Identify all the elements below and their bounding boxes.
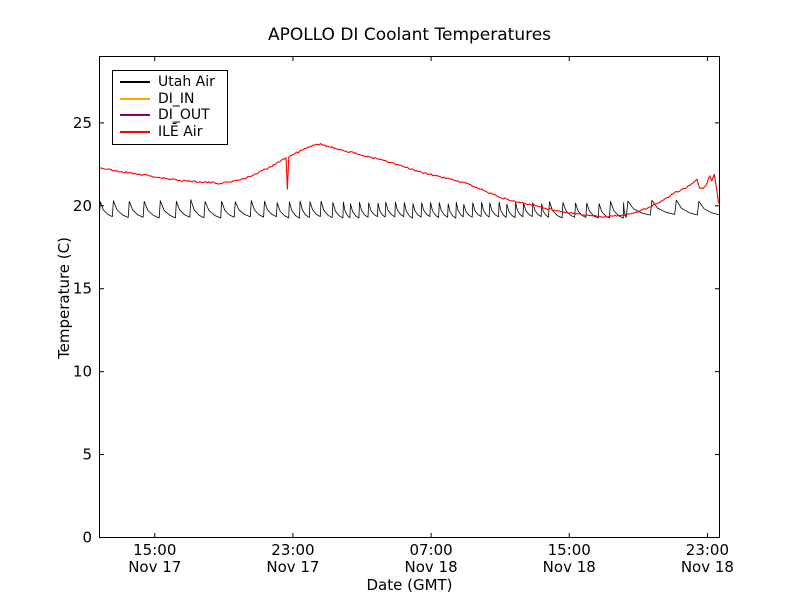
legend-label: Utah Air (158, 74, 215, 91)
legend-item-il-air: ILĒ Air (120, 124, 215, 141)
y-tick-label: 25 (73, 114, 92, 132)
chart-title: APOLLO DI Coolant Temperatures (267, 25, 552, 45)
y-tick-label: 0 (82, 529, 92, 547)
series-line-il-air (99, 143, 720, 218)
x-tick-date-label: Nov 17 (266, 558, 319, 576)
x-tick-time-label: 23:00 (271, 541, 314, 559)
axes-frame (99, 56, 720, 538)
y-tick-label: 10 (73, 363, 92, 381)
series-line-utah-air (99, 199, 720, 219)
x-tick-time-label: 15:00 (548, 541, 591, 559)
legend: Utah Air DI_IN DI_OUT ILĒ Air (112, 70, 228, 145)
legend-label: DI_OUT (158, 107, 210, 124)
x-tick-time-label: 07:00 (409, 541, 452, 559)
y-tick-label: 5 (82, 446, 92, 464)
legend-item-utah-air: Utah Air (120, 74, 215, 91)
legend-line-swatch-utah-air (120, 81, 150, 84)
legend-line-swatch-il-air (120, 130, 150, 133)
legend-item-di-in: DI_IN (120, 91, 215, 108)
x-tick-date-label: Nov 17 (128, 558, 181, 576)
legend-line-swatch-di-out (120, 114, 150, 117)
x-tick-time-label: 15:00 (133, 541, 176, 559)
y-tick-label: 20 (73, 197, 92, 215)
legend-item-di-out: DI_OUT (120, 107, 215, 124)
series-lines (99, 143, 720, 219)
y-axis-label: Temperature (C) (55, 237, 73, 359)
x-tick-date-label: Nov 18 (681, 558, 734, 576)
legend-label: DI_IN (158, 90, 195, 107)
legend-label: ILĒ Air (158, 123, 203, 140)
tick-marks (99, 56, 720, 538)
legend-line-swatch-di-in (120, 97, 150, 100)
x-axis-label: Date (GMT) (366, 576, 453, 594)
y-tick-label: 15 (73, 280, 92, 298)
x-tick-date-label: Nov 18 (543, 558, 596, 576)
x-tick-date-label: Nov 18 (405, 558, 458, 576)
x-tick-time-label: 23:00 (686, 541, 729, 559)
